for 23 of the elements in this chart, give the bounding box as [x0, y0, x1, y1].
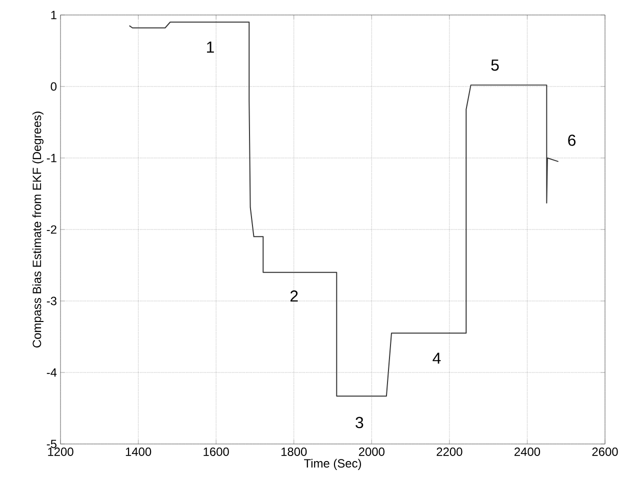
- y-tick-label: 1: [51, 10, 56, 20]
- y-tick-label: -4: [46, 368, 57, 377]
- x-tick-label: 2200: [436, 448, 462, 456]
- x-tick-label: 2600: [592, 448, 618, 456]
- x-tick-label: 1600: [204, 448, 229, 456]
- y-tick-label: -2: [46, 225, 56, 234]
- annotation: 4: [432, 352, 441, 364]
- y-tick-label: -5: [46, 440, 56, 448]
- annotation: 6: [568, 134, 576, 146]
- x-tick-label: 1800: [281, 448, 307, 456]
- y-axis-title: Compass Bias Estimate from EKF (Degrees): [32, 112, 44, 348]
- x-tick-label: 1200: [48, 448, 74, 456]
- annotation: 1: [207, 42, 214, 53]
- x-tick-label: 1400: [126, 448, 152, 456]
- x-tick-label: 2400: [514, 448, 540, 456]
- x-tick-label: 2000: [358, 448, 384, 456]
- annotation: 5: [491, 60, 499, 71]
- y-tick-label: 0: [50, 82, 57, 91]
- y-tick-label: -3: [46, 296, 56, 306]
- annotation: 2: [290, 290, 298, 302]
- y-tick-label: -1: [46, 154, 56, 162]
- x-axis-title: Time (Sec): [304, 458, 361, 470]
- annotation: 3: [356, 416, 364, 428]
